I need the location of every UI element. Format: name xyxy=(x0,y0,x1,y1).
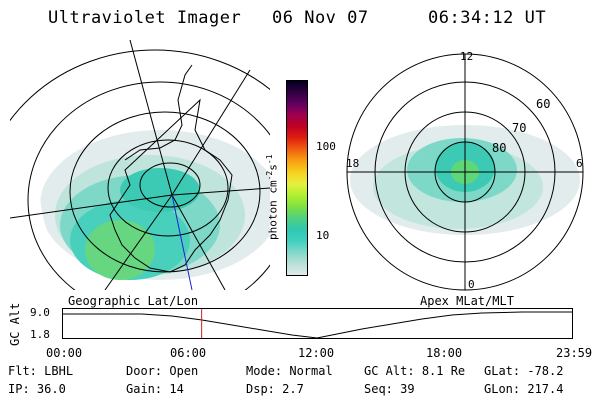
footer-gain: Gain: 14 xyxy=(126,382,184,396)
longitude-grid xyxy=(10,40,270,290)
footer-ip: IP: 36.0 xyxy=(8,382,66,396)
altitude-plot xyxy=(62,308,573,339)
x-tick-1800: 18:00 xyxy=(426,346,463,360)
mlt-label-12: 12 xyxy=(460,50,473,63)
mlat-label-60: 60 xyxy=(536,97,550,111)
colorbar-tick-10: 10 xyxy=(316,229,330,242)
altitude-curve xyxy=(62,311,572,339)
mlt-label-18: 18 xyxy=(346,157,359,170)
geographic-label: Geographic Lat/Lon xyxy=(68,294,199,308)
footer-seq: Seq: 39 xyxy=(364,382,415,396)
x-tick-0000: 00:00 xyxy=(46,346,83,360)
instrument-title: Ultraviolet Imager xyxy=(48,8,242,28)
altitude-tick-low: 1.8 xyxy=(30,328,50,341)
colorbar-title: photon cm-2s-1 xyxy=(265,154,280,240)
date-label: 06 Nov 07 xyxy=(272,8,369,28)
x-tick-0600: 06:00 xyxy=(170,346,207,360)
aurora-oval xyxy=(350,125,580,235)
magnetic-polar-plot: 12 18 6 0 60 70 80 xyxy=(346,50,584,291)
x-tick-1200: 12:00 xyxy=(298,346,335,360)
coastline xyxy=(109,64,233,273)
polar-grid xyxy=(346,53,584,291)
footer-door: Door: Open xyxy=(126,364,199,378)
footer-dsp: Dsp: 2.7 xyxy=(246,382,304,396)
mlat-label-80: 80 xyxy=(492,141,506,155)
x-tick-2359: 23:59 xyxy=(556,346,593,360)
altitude-axis-label: GC Alt xyxy=(8,302,22,346)
footer-mode: Mode: Normal xyxy=(246,364,333,378)
time-label: 06:34:12 UT xyxy=(428,8,547,28)
mlt-label-6: 6 xyxy=(576,157,583,170)
altitude-frame xyxy=(62,308,573,339)
mlat-label-70: 70 xyxy=(512,121,526,135)
geographic-image xyxy=(10,40,270,290)
footer-glat: GLat: -78.2 xyxy=(484,364,564,378)
footer-glon: GLon: 217.4 xyxy=(484,382,564,396)
apex-label: Apex MLat/MLT xyxy=(420,294,514,308)
mlt-label-0: 0 xyxy=(468,278,475,291)
track-line xyxy=(171,194,193,290)
latitude-grid xyxy=(10,49,270,290)
aurora-emission xyxy=(40,130,270,280)
colorbar xyxy=(286,80,308,276)
colorbar-tick-100: 100 xyxy=(316,140,336,153)
altitude-tick-high: 9.0 xyxy=(30,306,50,319)
footer-gc-alt: GC Alt: 8.1 Re xyxy=(364,364,466,378)
footer-flt: Flt: LBHL xyxy=(8,364,74,378)
